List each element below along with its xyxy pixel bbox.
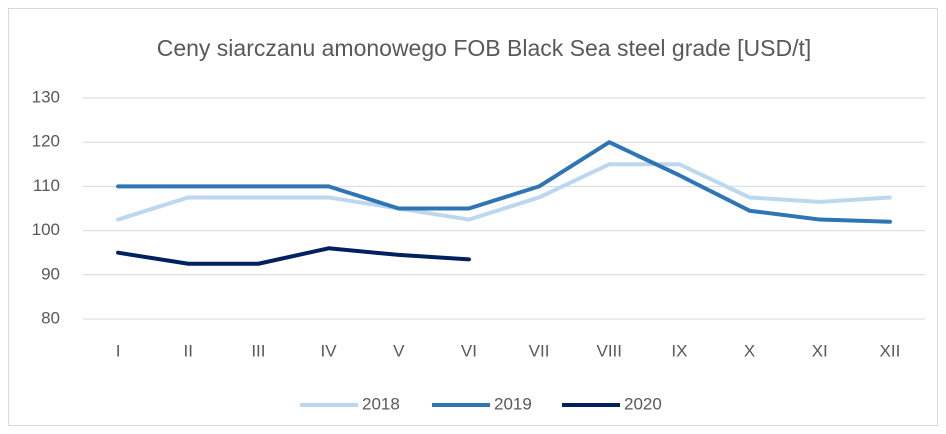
x-tick-label: XI [812,341,828,360]
x-tick-label: VIII [596,341,622,360]
x-tick-label: V [393,341,405,360]
legend-label: 2018 [362,394,400,413]
y-tick-label: 130 [32,87,60,106]
x-tick-label: VI [461,341,477,360]
line-series [116,140,892,224]
legend-label: 2019 [494,394,532,413]
line-series [116,246,471,266]
x-tick-label: X [744,341,755,360]
x-tick-label: VII [529,341,550,360]
x-tick-label: IV [321,341,338,360]
x-tick-label: IX [671,341,687,360]
x-tick-label: II [184,341,193,360]
y-tick-label: 100 [32,220,60,239]
y-tick-label: 80 [41,308,60,327]
y-tick-label: 120 [32,132,60,151]
x-tick-label: I [116,341,121,360]
x-tick-label: XII [880,341,901,360]
legend-label: 2020 [624,394,662,413]
line-series [116,162,892,222]
chart-title: Ceny siarczanu amonowego FOB Black Sea s… [157,35,812,61]
y-tick-label: 90 [41,264,60,283]
x-tick-label: III [251,341,265,360]
y-tick-label: 110 [33,176,60,195]
